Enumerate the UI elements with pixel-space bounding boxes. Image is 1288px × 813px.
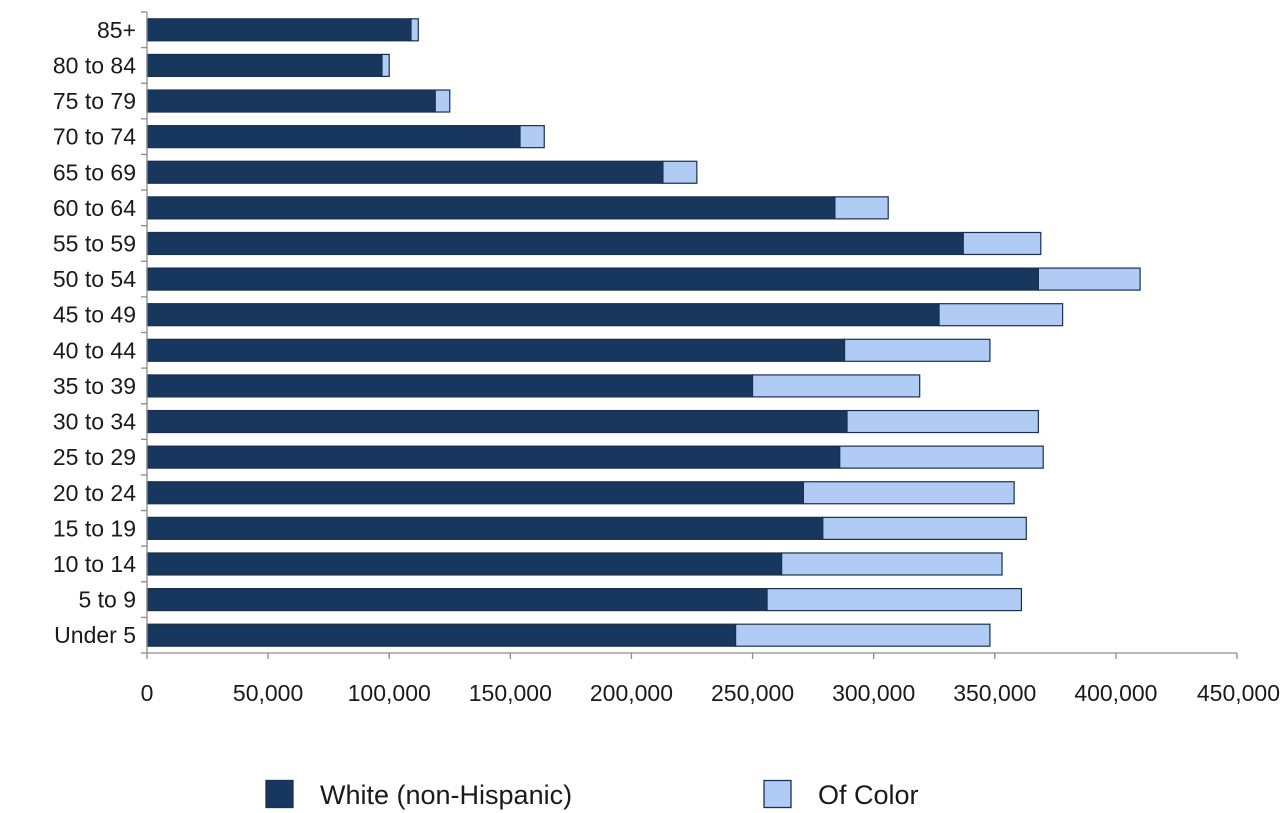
bar-of-color-70-to-74 [519, 125, 545, 149]
x-tick-label-100-000: 100,000 [348, 680, 431, 706]
bar-of-color-55-to-59 [962, 231, 1042, 256]
bar-of-color-15-to-19 [822, 516, 1027, 540]
bar-of-color-85 [410, 18, 419, 42]
y-tick-label-70-to-74: 70 to 74 [53, 124, 136, 150]
y-tick-label-30-to-34: 30 to 34 [53, 409, 136, 435]
x-tick-label-200-000: 200,000 [590, 680, 673, 706]
y-tick-label-15-to-19: 15 to 19 [53, 515, 136, 541]
bar-of-color-50-to-54 [1037, 267, 1141, 291]
y-tick-label-20-to-24: 20 to 24 [53, 480, 136, 506]
y-tick-label-under-5: Under 5 [54, 622, 136, 648]
y-tick-label-85: 85+ [97, 17, 136, 43]
x-tick-label-250-000: 250,000 [711, 680, 794, 706]
bar-of-color-75-to-79 [434, 89, 451, 113]
bar-of-color-30-to-34 [846, 409, 1039, 434]
x-axis: 0 50,000 100,000 150,000 200,000 250,000 300,0… [141, 652, 1280, 706]
bar-white-non-hispanic-55-to-59 [146, 231, 964, 256]
bar-of-color-25-to-29 [839, 445, 1044, 469]
y-tick-label-40-to-44: 40 to 44 [53, 337, 136, 363]
x-tick-label-0: 0 [141, 680, 154, 706]
y-tick-label-10-to-14: 10 to 14 [53, 551, 136, 577]
bar-white-non-hispanic-25-to-29 [146, 445, 841, 469]
bar-white-non-hispanic-10-to-14 [146, 552, 783, 576]
bar-white-non-hispanic-80-to-84 [146, 53, 383, 78]
bar-of-color-40-to-44 [843, 338, 991, 362]
y-tick-label-65-to-69: 65 to 69 [53, 159, 136, 185]
y-tick-label-5-to-9: 5 to 9 [78, 587, 136, 613]
bar-white-non-hispanic-75-to-79 [146, 89, 436, 113]
x-tick-label-400-000: 400,000 [1074, 680, 1157, 706]
y-tick-label-45-to-49: 45 to 49 [53, 302, 136, 328]
bar-of-color-20-to-24 [802, 481, 1015, 505]
legend-label-white: White (non-Hispanic) [320, 780, 572, 810]
y-tick-label-80-to-84: 80 to 84 [53, 52, 136, 78]
bar-of-color-under-5 [734, 623, 991, 647]
bar-white-non-hispanic-15-to-19 [146, 516, 824, 540]
bar-of-color-35-to-39 [751, 374, 921, 398]
bar-white-non-hispanic-45-to-49 [146, 303, 940, 327]
bar-white-non-hispanic-65-to-69 [146, 160, 664, 184]
y-axis: Under 5 5 to 9 10 to 14 15 to 19 20 to 24 25 … [53, 11, 148, 654]
bar-of-color-65-to-69 [662, 160, 698, 184]
bar-of-color-60-to-64 [834, 196, 889, 220]
bar-white-non-hispanic-70-to-74 [146, 125, 521, 149]
bar-white-non-hispanic-35-to-39 [146, 374, 754, 398]
y-tick-label-50-to-54: 50 to 54 [53, 266, 136, 292]
legend-swatch-white [265, 779, 294, 809]
y-tick-label-25-to-29: 25 to 29 [53, 444, 136, 470]
y-tick-label-55-to-59: 55 to 59 [53, 230, 136, 256]
bar-of-color-45-to-49 [938, 303, 1064, 327]
bar-white-non-hispanic-under-5 [146, 623, 737, 647]
bars-group [146, 18, 1141, 647]
y-tick-label-60-to-64: 60 to 64 [53, 195, 136, 221]
bar-white-non-hispanic-85 [146, 18, 412, 42]
y-tick-label-35-to-39: 35 to 39 [53, 373, 136, 399]
x-tick-label-150-000: 150,000 [469, 680, 552, 706]
legend-label-of-color: Of Color [818, 780, 919, 810]
legend-swatch-of-color [763, 779, 792, 809]
legend: White (non-Hispanic) Of Color [265, 779, 919, 810]
x-tick-label-50-000: 50,000 [233, 680, 303, 706]
bar-of-color-80-to-84 [381, 53, 390, 78]
x-tick-label-450-000: 450,000 [1197, 680, 1280, 706]
bar-white-non-hispanic-30-to-34 [146, 409, 848, 434]
x-tick-label-300-000: 300,000 [832, 680, 915, 706]
x-tick-label-350-000: 350,000 [953, 680, 1036, 706]
bar-white-non-hispanic-20-to-24 [146, 481, 805, 505]
bar-of-color-5-to-9 [766, 587, 1023, 612]
bar-white-non-hispanic-5-to-9 [146, 587, 768, 612]
bar-white-non-hispanic-40-to-44 [146, 338, 846, 362]
bar-white-non-hispanic-50-to-54 [146, 267, 1039, 291]
bar-white-non-hispanic-60-to-64 [146, 196, 836, 220]
bar-of-color-10-to-14 [781, 552, 1003, 576]
y-tick-label-75-to-79: 75 to 79 [53, 88, 136, 114]
